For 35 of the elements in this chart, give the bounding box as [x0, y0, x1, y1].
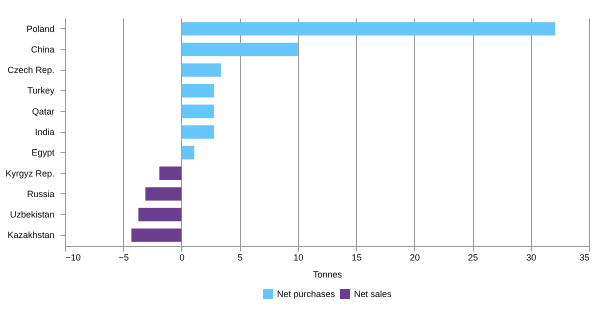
bar [181, 22, 556, 36]
y-tick-label: Czech Rep. [7, 65, 54, 76]
y-tick-label: Kazakhstan [7, 230, 54, 240]
legend-label: Net purchases [277, 289, 336, 299]
bar [138, 208, 182, 222]
bar [181, 125, 214, 139]
x-tick-label: 0 [179, 252, 184, 262]
bar [181, 84, 214, 98]
bar [181, 42, 298, 56]
y-tick-label: Qatar [32, 106, 54, 116]
x-tick-label: 5 [238, 252, 243, 262]
x-tick-label: −10 [66, 252, 81, 262]
x-tick-label: 15 [352, 252, 362, 262]
x-tick-label: 10 [293, 252, 304, 262]
y-tick-label: Turkey [27, 86, 55, 96]
y-tick-label: Kyrgyz Rep. [5, 168, 54, 178]
y-tick-label: India [34, 127, 54, 137]
x-tick-label: 35 [579, 252, 590, 262]
y-tick-label: Egypt [31, 148, 55, 158]
x-tick-label: 30 [526, 252, 536, 262]
y-tick-label: Russia [26, 188, 54, 199]
bar [159, 166, 182, 180]
bar [181, 104, 214, 118]
x-tick-label: −5 [118, 252, 129, 262]
bar [145, 187, 182, 201]
x-tick-label: 25 [468, 252, 478, 262]
x-axis-title: Tonnes [312, 270, 343, 280]
y-tick-label: China [30, 44, 54, 54]
bar [181, 146, 194, 160]
bar [181, 63, 222, 77]
y-tick-label: Poland [26, 24, 54, 34]
x-tick-label: 20 [410, 252, 420, 262]
legend-label: Net sales [354, 289, 392, 299]
bar [131, 228, 182, 242]
y-tick-label: Uzbekistan [10, 210, 54, 220]
